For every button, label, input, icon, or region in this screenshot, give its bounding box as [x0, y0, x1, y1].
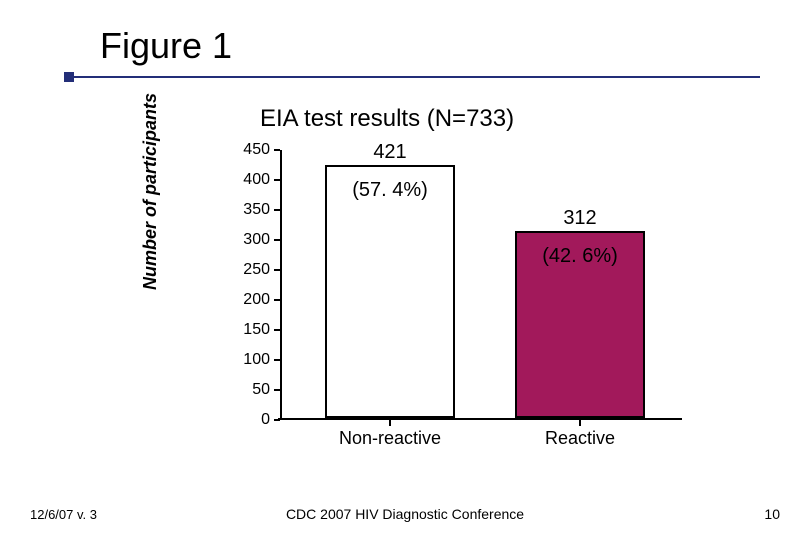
y-tick	[274, 359, 280, 361]
y-tick-label: 400	[220, 171, 270, 189]
y-axis-label: Number of participants	[140, 93, 161, 290]
bar-percent-label: (57. 4%)	[352, 179, 428, 202]
y-tick	[274, 209, 280, 211]
y-tick	[274, 419, 280, 421]
x-tick-label: Non-reactive	[339, 428, 441, 449]
x-tick	[389, 420, 391, 426]
x-tick	[579, 420, 581, 426]
y-tick	[274, 269, 280, 271]
chart-title: EIA test results (N=733)	[260, 105, 514, 133]
y-axis	[280, 150, 282, 420]
title-underline	[70, 76, 760, 78]
y-tick	[274, 179, 280, 181]
y-tick-label: 150	[220, 321, 270, 339]
x-axis	[278, 418, 682, 420]
y-tick	[274, 239, 280, 241]
y-tick-label: 200	[220, 291, 270, 309]
slide: Figure 1 EIA test results (N=733) Number…	[0, 0, 810, 540]
chart-area: Number of participants 05010015020025030…	[170, 140, 690, 470]
slide-title: Figure 1	[100, 25, 232, 66]
bar-value-label: 421	[373, 141, 406, 164]
footer-page-number: 10	[764, 506, 780, 522]
y-tick-label: 350	[220, 201, 270, 219]
y-tick-label: 300	[220, 231, 270, 249]
y-tick	[274, 389, 280, 391]
slide-title-block: Figure 1	[100, 25, 232, 67]
plot-area: 050100150200250300350400450Non-reactive4…	[280, 150, 680, 420]
y-tick-label: 100	[220, 351, 270, 369]
y-tick	[274, 329, 280, 331]
bar-value-label: 312	[563, 207, 596, 230]
x-tick-label: Reactive	[545, 428, 615, 449]
footer-conference: CDC 2007 HIV Diagnostic Conference	[0, 506, 810, 522]
bar-non-reactive	[325, 165, 455, 418]
y-tick	[274, 299, 280, 301]
y-tick-label: 250	[220, 261, 270, 279]
y-tick-label: 450	[220, 141, 270, 159]
bar-percent-label: (42. 6%)	[542, 245, 618, 268]
y-tick-label: 50	[220, 381, 270, 399]
y-tick-label: 0	[220, 411, 270, 429]
y-tick	[274, 149, 280, 151]
